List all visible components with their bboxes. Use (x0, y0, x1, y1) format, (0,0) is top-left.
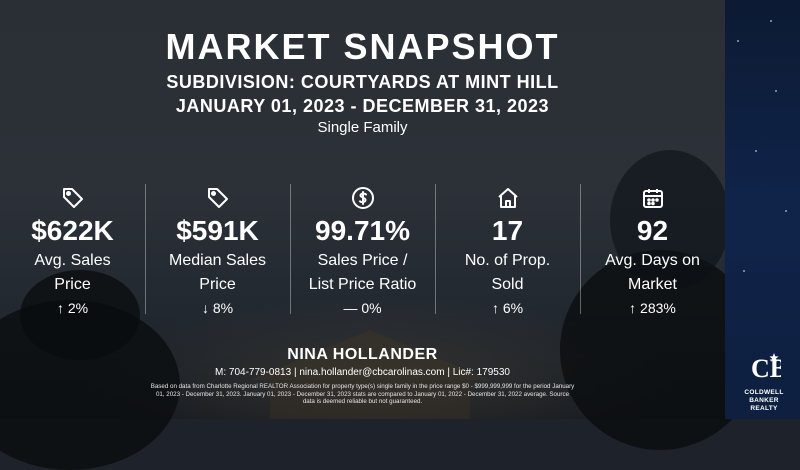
page-title: MARKET SNAPSHOT (165, 26, 560, 67)
price-tag-icon (207, 188, 228, 208)
stat-change: ↑ 6% (491, 300, 524, 316)
stat-value: 99.71% (315, 215, 410, 246)
home-icon (497, 188, 518, 208)
stat-change: ↑ 2% (56, 300, 89, 316)
stat-value: $622K (31, 215, 114, 246)
tree-silhouette-left-top (20, 270, 140, 360)
stat-label-line1: Avg. Sales (34, 252, 111, 269)
brand-line3: REALTY (750, 405, 778, 412)
brand-sidebar (725, 0, 800, 419)
stat-label-line1: Sales Price / (317, 252, 408, 269)
stat-label-line2: Market (628, 276, 677, 293)
stat-label-line1: No. of Prop. (464, 252, 551, 269)
stat-change: — 0% (343, 300, 382, 316)
stat-value: $591K (176, 215, 259, 246)
dollar-circle-icon (351, 187, 374, 209)
stat-change: ↑ 283% (629, 300, 676, 316)
stat-label-line2: Price (54, 276, 91, 293)
data-disclaimer: Based on data from Charlotte Regional RE… (150, 383, 575, 405)
price-tag-icon (62, 188, 83, 208)
stat-days-on-market: 92 Avg. Days on Market ↑ 283% (580, 182, 725, 322)
stat-label-line2: List Price Ratio (308, 276, 417, 293)
stat-properties-sold: 17 No. of Prop. Sold ↑ 6% (435, 182, 580, 322)
brand-line2: BANKER (749, 397, 779, 404)
tree-silhouette-right-top (610, 150, 730, 290)
coldwell-banker-logo: CB COLDWELL BANKER REALTY (736, 350, 792, 413)
house-roof (250, 330, 490, 380)
agent-contact: M: 704-779-0813 | nina.hollander@cbcarol… (215, 367, 510, 378)
cb-monogram-icon: CB (751, 353, 787, 383)
stat-value: 92 (636, 215, 669, 246)
brand-line1: COLDWELL (744, 389, 784, 396)
date-range: JANUARY 01, 2023 - DECEMBER 31, 2023 (175, 96, 550, 116)
property-type: Single Family (317, 119, 408, 136)
svg-text:CB: CB (751, 354, 781, 383)
stats-row: $622K Avg. Sales Price ↑ 2% $591K Median… (0, 182, 725, 322)
stat-avg-sales-price: $622K Avg. Sales Price ↑ 2% (0, 182, 145, 322)
stat-label-line1: Median Sales (169, 252, 266, 269)
stat-change: ↓ 8% (201, 300, 234, 316)
calendar-icon (642, 189, 663, 208)
house-silhouette (270, 378, 470, 419)
subdivision-name: SUBDIVISION: COURTYARDS AT MINT HILL (166, 72, 559, 92)
agent-name: NINA HOLLANDER (287, 346, 438, 363)
stat-median-sales-price: $591K Median Sales Price ↓ 8% (145, 182, 290, 322)
stat-label-line2: Price (199, 276, 236, 293)
stat-sales-list-ratio: 99.71% Sales Price / List Price Ratio — … (290, 182, 435, 322)
stat-label-line2: Sold (491, 276, 524, 293)
stat-value: 17 (491, 215, 524, 246)
stat-label-line1: Avg. Days on (605, 252, 700, 269)
